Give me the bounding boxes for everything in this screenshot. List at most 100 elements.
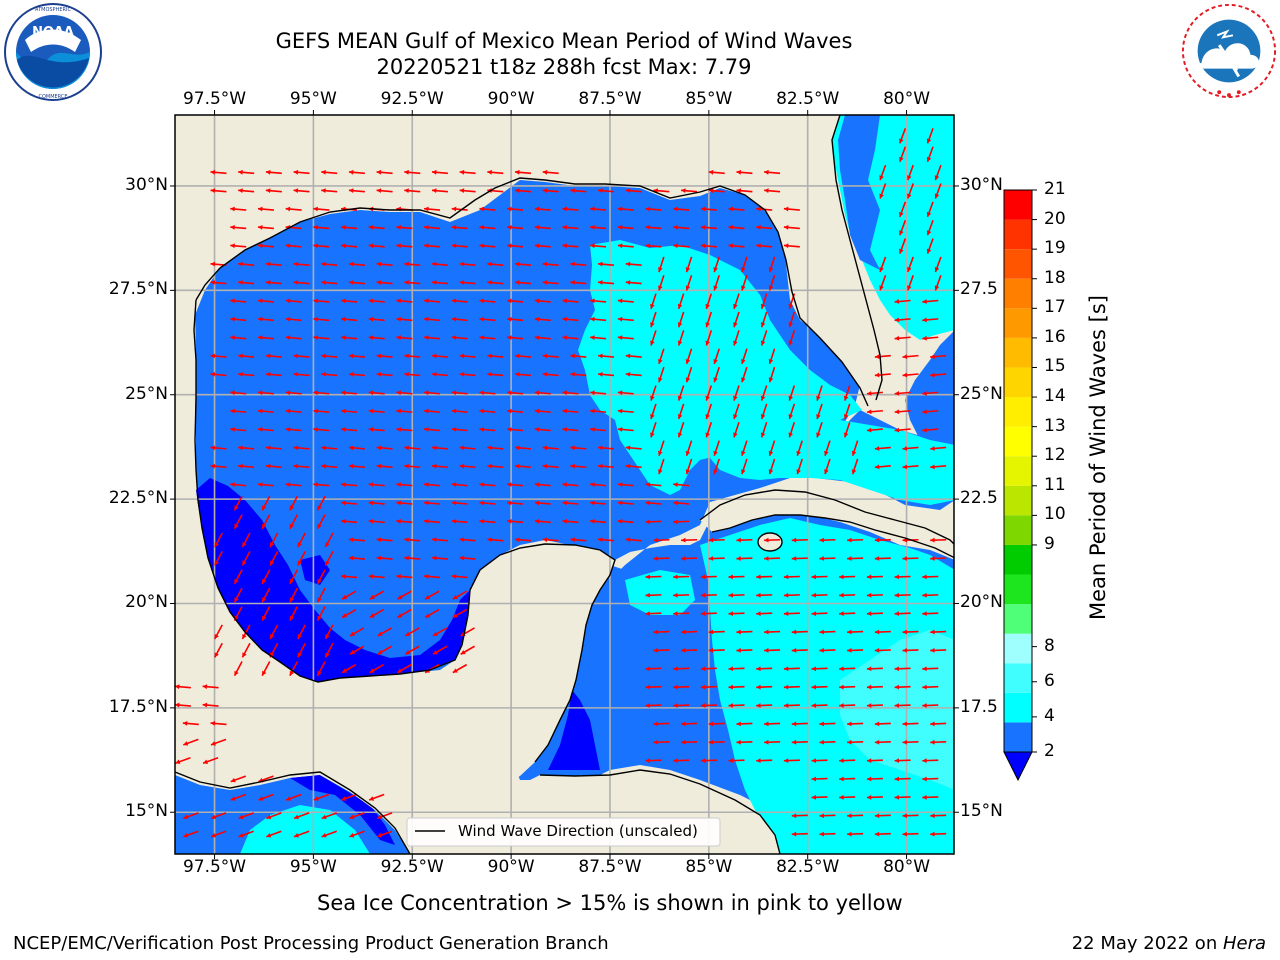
x-tick-label-top: 90°W [487, 89, 535, 109]
wind-arrow [768, 274, 776, 291]
wind-arrow [431, 188, 448, 194]
wind-arrow [182, 721, 199, 726]
wind-arrow [899, 128, 907, 144]
wind-arrow [369, 608, 384, 619]
wind-arrow [404, 445, 421, 451]
wind-arrow [266, 812, 282, 820]
wind-arrow [625, 463, 642, 469]
wind-arrow [238, 445, 255, 451]
wind-arrow [293, 463, 310, 469]
wind-arrow [788, 421, 796, 438]
wind-arrow [423, 390, 441, 396]
wind-arrow [922, 703, 939, 708]
axis-tick-marks [170, 110, 959, 859]
wind-arrow [894, 611, 911, 617]
wind-arrow [673, 611, 690, 617]
wind-arrow [257, 316, 274, 322]
wind-arrow [902, 629, 919, 635]
wind-arrow [816, 403, 823, 420]
colorbar-tick-label: 20 [1044, 208, 1066, 229]
wind-arrow [926, 201, 934, 218]
wind-arrow [922, 390, 939, 396]
wind-arrow [238, 188, 255, 194]
colorbar-tick-label: 6 [1044, 670, 1055, 691]
wind-arrow [922, 317, 939, 323]
wind-arrow [811, 776, 828, 782]
wind-arrow [590, 500, 607, 506]
wind-arrow [293, 371, 310, 377]
wind-arrow [241, 642, 251, 658]
wind-arrow [756, 666, 773, 672]
wind-arrow [728, 206, 745, 212]
wind-arrow [796, 458, 804, 475]
wind-arrow [590, 298, 607, 304]
wind-arrow [764, 537, 781, 543]
wind-arrow [368, 243, 385, 249]
wind-arrow [316, 587, 326, 603]
wind-arrow [783, 225, 800, 230]
wind-arrow [926, 219, 934, 236]
wind-arrow [685, 458, 693, 475]
wind-arrow [542, 445, 559, 451]
wind-arrow [874, 537, 891, 543]
wind-arrow [316, 569, 326, 585]
wind-arrow [269, 550, 279, 566]
wind-arrow [479, 518, 496, 524]
wind-arrow [423, 408, 441, 414]
wind-arrow [313, 243, 330, 249]
wind-arrow [210, 721, 227, 726]
wind-arrow [238, 371, 255, 377]
y-tick-label-right: 15°N [960, 801, 1003, 822]
colorbar-frame [1003, 189, 1033, 753]
wind-arrow [708, 647, 725, 653]
wind-arrow [681, 739, 698, 745]
wind-arrow [907, 275, 914, 291]
wind-arrow [894, 592, 911, 598]
wind-arrow [542, 169, 559, 175]
wind-arrow [728, 703, 745, 708]
wind-arrow [348, 463, 365, 469]
wind-arrow [866, 794, 883, 800]
wind-arrow [459, 169, 476, 175]
wind-arrow [397, 590, 412, 600]
wind-arrow [764, 169, 781, 175]
wind-arrow [756, 758, 773, 763]
wind-arrow [768, 366, 776, 383]
wind-arrow [866, 611, 883, 617]
wind-arrow [507, 408, 524, 414]
wind-arrow [764, 188, 781, 194]
wind-arrow [534, 316, 551, 322]
wind-arrow [431, 537, 448, 543]
wind-arrow [851, 440, 859, 457]
x-tick-label-top: 95°W [289, 89, 337, 109]
colorbar-bin [1004, 515, 1032, 545]
wind-arrow [677, 403, 685, 420]
colorbar-bin [1004, 308, 1032, 338]
wind-arrow [645, 703, 662, 708]
wind-arrow [736, 169, 753, 175]
wind-arrow [210, 812, 227, 820]
wind-arrow [791, 813, 808, 819]
footer-credit: NCEP/EMC/Verification Post Processing Pr… [13, 933, 609, 954]
wind-arrow [760, 403, 768, 420]
honduras-gulf-under-2s [548, 690, 600, 770]
wind-arrow [396, 482, 413, 487]
wind-arrow [741, 458, 748, 475]
wind-arrow [756, 684, 773, 690]
wind-arrow [289, 569, 299, 585]
colorbar-bin [1004, 722, 1032, 752]
wind-arrow [879, 256, 887, 273]
wind-arrow [460, 645, 475, 655]
wind-arrow [811, 666, 828, 672]
wind-arrow [321, 188, 338, 194]
wind-arrow [847, 556, 864, 561]
wind-arrow [562, 243, 579, 249]
wind-arrow [214, 642, 223, 658]
wind-arrow [479, 427, 496, 432]
wind-arrow [452, 608, 468, 619]
wind-arrow [768, 440, 776, 457]
wind-arrow [238, 353, 255, 359]
colorbar-bin [1004, 663, 1032, 693]
wind-arrow [645, 206, 662, 212]
